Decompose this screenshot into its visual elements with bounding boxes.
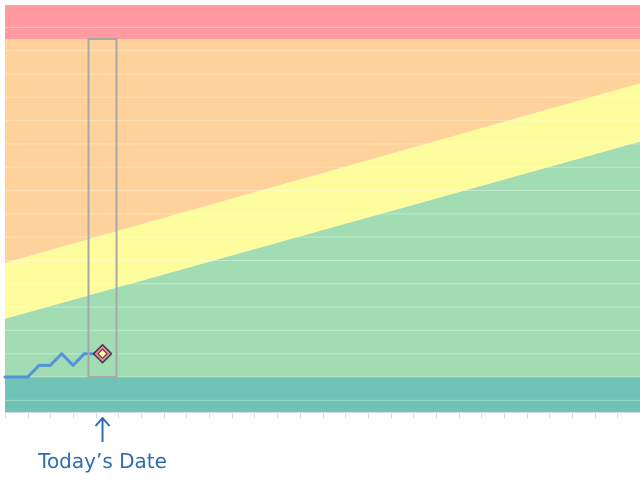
- today-label: Today’s Date: [37, 449, 167, 473]
- today-marker-inner: [97, 348, 108, 359]
- zone-teal: [5, 377, 640, 412]
- gridlines: [5, 26, 640, 401]
- today-marker-group: [87, 38, 118, 442]
- zone-yellow: [5, 83, 640, 319]
- zone-green: [5, 141, 640, 378]
- today-highlight-box: [87, 38, 118, 379]
- today-arrow-head: [94, 417, 111, 427]
- series-line: [3, 352, 98, 379]
- zone-red: [5, 5, 640, 39]
- zone-bands: [5, 5, 640, 412]
- zone-orange: [5, 39, 640, 263]
- x-axis-ticks: [5, 412, 618, 418]
- series-layer: [3, 352, 98, 379]
